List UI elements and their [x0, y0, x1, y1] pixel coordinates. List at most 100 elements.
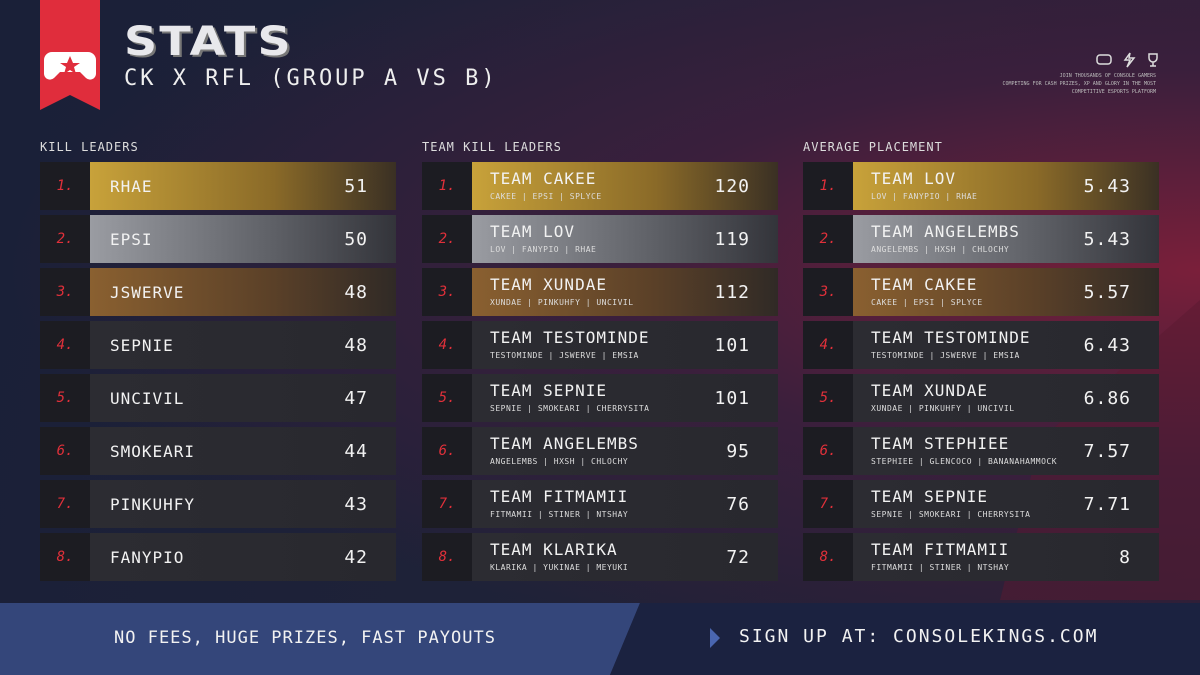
team-name: TEAM SEPNIE	[871, 487, 988, 506]
rank: 6.	[803, 427, 853, 475]
team-name: TEAM KLARIKA	[490, 540, 618, 559]
player-name: PINKUHFY	[110, 495, 196, 514]
row: TEAM ANGELEMBS ANGELEMBS | HXSH | CHLOCHY…	[853, 215, 1159, 263]
value: 48	[344, 282, 368, 303]
value: 5.43	[1083, 176, 1131, 197]
player-name: EPSI	[110, 230, 153, 249]
value: 5.57	[1083, 282, 1131, 303]
team-name: TEAM ANGELEMBS	[871, 222, 1020, 241]
team-name: TEAM XUNDAE	[871, 381, 988, 400]
players: CAKEE | EPSI | SPLYCE	[490, 192, 602, 201]
rank: 2.	[803, 215, 853, 263]
player-name: UNCIVIL	[110, 389, 185, 408]
value: 43	[344, 494, 368, 515]
value: 7.57	[1083, 441, 1131, 462]
rank: 8.	[422, 533, 472, 581]
players: KLARIKA | YUKINAE | MEYUKI	[490, 563, 629, 572]
team-name: TEAM TESTOMINDE	[871, 328, 1031, 347]
value: 47	[344, 388, 368, 409]
footer-right: SIGN UP AT: CONSOLEKINGS.COM	[739, 626, 1099, 647]
row: JSWERVE 48	[90, 268, 396, 316]
team-name: TEAM ANGELEMBS	[490, 434, 639, 453]
subtitle: CK X RFL (GROUP A VS B)	[124, 66, 498, 91]
rank: 1.	[803, 162, 853, 210]
players: SEPNIE | SMOKEARI | CHERRYSITA	[490, 404, 650, 413]
footer-left: NO FEES, HUGE PRIZES, FAST PAYOUTS	[114, 628, 496, 648]
rank: 8.	[40, 533, 90, 581]
column-heading: AVERAGE PLACEMENT	[803, 140, 943, 154]
players: FITMAMII | STINER | NTSHAY	[490, 510, 629, 519]
row: EPSI 50	[90, 215, 396, 263]
row: RHAE 51	[90, 162, 396, 210]
row: SMOKEARI 44	[90, 427, 396, 475]
team-name: TEAM LOV	[490, 222, 576, 241]
rank: 7.	[422, 480, 472, 528]
rank: 5.	[803, 374, 853, 422]
players: XUNDAE | PINKUHFY | UNCIVIL	[871, 404, 1015, 413]
player-name: SMOKEARI	[110, 442, 196, 461]
player-name: FANYPIO	[110, 548, 185, 567]
row: TEAM LOV LOV | FANYPIO | RHAE 5.43	[853, 162, 1159, 210]
value: 50	[344, 229, 368, 250]
players: LOV | FANYPIO | RHAE	[871, 192, 978, 201]
rank: 5.	[40, 374, 90, 422]
rank: 1.	[422, 162, 472, 210]
value: 42	[344, 547, 368, 568]
value: 5.43	[1083, 229, 1131, 250]
value: 8	[1119, 547, 1131, 568]
row: TEAM XUNDAE XUNDAE | PINKUHFY | UNCIVIL 11…	[472, 268, 778, 316]
rank: 8.	[803, 533, 853, 581]
row: TEAM LOV LOV | FANYPIO | RHAE 119	[472, 215, 778, 263]
row: TEAM CAKEE CAKEE | EPSI | SPLYCE 120	[472, 162, 778, 210]
player-name: RHAE	[110, 177, 153, 196]
players: ANGELEMBS | HXSH | CHLOCHY	[490, 457, 629, 466]
rank: 7.	[803, 480, 853, 528]
rank: 3.	[422, 268, 472, 316]
tagline-line: COMPETING FOR CASH PRIZES, XP AND GLORY …	[1002, 81, 1156, 87]
row: TEAM FITMAMII FITMAMII | STINER | NTSHAY 8	[853, 533, 1159, 581]
value: 6.43	[1083, 335, 1131, 356]
team-name: TEAM FITMAMII	[871, 540, 1010, 559]
row: TEAM CAKEE CAKEE | EPSI | SPLYCE 5.57	[853, 268, 1159, 316]
title: STATS	[124, 19, 293, 65]
row: TEAM KLARIKA KLARIKA | YUKINAE | MEYUKI 72	[472, 533, 778, 581]
rank: 5.	[422, 374, 472, 422]
rank: 4.	[40, 321, 90, 369]
player-name: JSWERVE	[110, 283, 185, 302]
rank: 7.	[40, 480, 90, 528]
rank: 6.	[422, 427, 472, 475]
team-name: TEAM XUNDAE	[490, 275, 607, 294]
value: 51	[344, 176, 368, 197]
team-name: TEAM CAKEE	[871, 275, 978, 294]
value: 119	[714, 229, 750, 250]
rank: 3.	[40, 268, 90, 316]
players: ANGELEMBS | HXSH | CHLOCHY	[871, 245, 1010, 254]
players: FITMAMII | STINER | NTSHAY	[871, 563, 1010, 572]
value: 120	[714, 176, 750, 197]
row: FANYPIO 42	[90, 533, 396, 581]
team-name: TEAM FITMAMII	[490, 487, 629, 506]
row: PINKUHFY 43	[90, 480, 396, 528]
row: TEAM TESTOMINDE TESTOMINDE | JSWERVE | EM…	[853, 321, 1159, 369]
row: TEAM SEPNIE SEPNIE | SMOKEARI | CHERRYSIT…	[853, 480, 1159, 528]
players: XUNDAE | PINKUHFY | UNCIVIL	[490, 298, 634, 307]
row: TEAM FITMAMII FITMAMII | STINER | NTSHAY 7…	[472, 480, 778, 528]
row: TEAM STEPHIEE STEPHIEE | GLENCOCO | BANAN…	[853, 427, 1159, 475]
players: CAKEE | EPSI | SPLYCE	[871, 298, 983, 307]
players: TESTOMINDE | JSWERVE | EMSIA	[490, 351, 639, 360]
value: 48	[344, 335, 368, 356]
players: LOV | FANYPIO | RHAE	[490, 245, 597, 254]
rank: 6.	[40, 427, 90, 475]
row: TEAM SEPNIE SEPNIE | SMOKEARI | CHERRYSIT…	[472, 374, 778, 422]
value: 101	[714, 335, 750, 356]
rank: 4.	[422, 321, 472, 369]
team-name: TEAM SEPNIE	[490, 381, 607, 400]
value: 6.86	[1083, 388, 1131, 409]
tagline-line: JOIN THOUSANDS OF CONSOLE GAMERS	[1059, 73, 1156, 79]
column-heading: KILL LEADERS	[40, 140, 139, 154]
rank: 1.	[40, 162, 90, 210]
column-heading: TEAM KILL LEADERS	[422, 140, 562, 154]
tagline: JOIN THOUSANDS OF CONSOLE GAMERS COMPETIN…	[856, 72, 1156, 96]
team-name: TEAM CAKEE	[490, 169, 597, 188]
